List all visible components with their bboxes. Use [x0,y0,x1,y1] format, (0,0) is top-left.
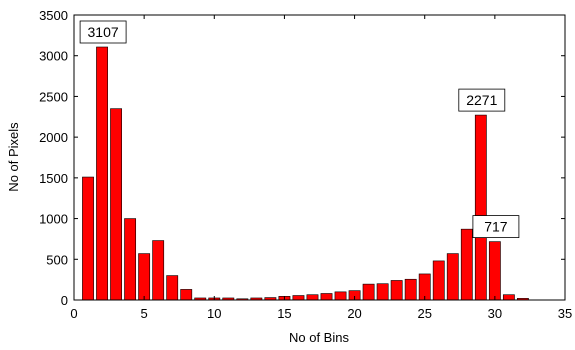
y-axis-title: No of Pixels [6,122,21,192]
data-label-text: 3107 [88,24,119,40]
bars [82,46,529,301]
data-label-box [79,20,127,44]
bar [334,291,347,301]
bar [110,108,122,301]
bar [124,218,137,301]
y-tick-label: 2000 [39,130,68,145]
data-label-717: 717 [472,215,520,239]
data-label-text: 717 [484,219,508,235]
bar [376,283,389,301]
bar [96,46,108,301]
data-label-3107: 3107 [79,20,127,44]
data-label-text: 2271 [466,92,497,108]
y-tick-label: 3000 [39,49,68,64]
bar [474,114,487,301]
x-tick-label: 35 [558,306,572,321]
y-tick-label: 1000 [39,212,68,227]
bar [166,275,179,301]
x-axis-title: No of Bins [289,330,349,345]
data-label-box [472,215,520,239]
x-tick-label: 5 [141,306,148,321]
annotations: 3107 2271 717 [79,20,520,239]
bar [180,289,193,301]
x-tick-label: 25 [417,306,431,321]
x-tick-label: 20 [347,306,361,321]
bar [320,293,333,301]
x-tick-label: 10 [207,306,221,321]
bar [488,241,501,301]
data-label-box [458,88,506,112]
bar [138,253,151,301]
x-tick-label: 30 [488,306,502,321]
y-tick-label: 1500 [39,171,68,186]
bar [306,294,319,301]
y-tick-label: 0 [61,293,68,308]
ticks: 0 5 10 15 20 25 30 35 0 500 1000 1500 2000 2500 3000 35… [39,8,572,321]
y-tick-label: 500 [46,252,68,267]
data-label-2271: 2271 [458,88,506,112]
y-tick-label: 3500 [39,8,68,23]
x-tick-label: 0 [70,306,77,321]
bar [460,228,473,301]
bar [292,295,305,301]
bar [502,294,515,301]
bar [390,280,403,301]
plot-frame [73,14,566,301]
bar [432,260,445,301]
bar [362,283,375,301]
x-tick-label: 15 [277,306,291,321]
y-tick-label: 2500 [39,89,68,104]
bar [152,240,165,301]
bar [446,253,459,301]
bar [82,176,94,301]
bar [404,278,417,301]
